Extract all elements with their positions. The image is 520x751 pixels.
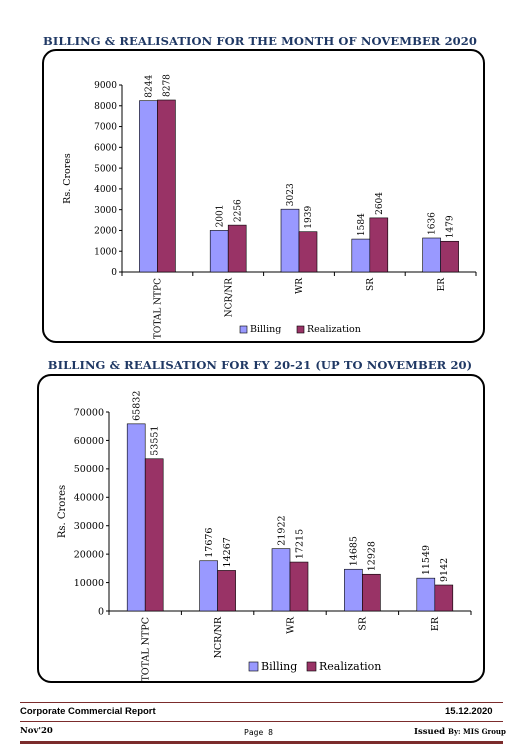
data-label: 2001: [215, 205, 225, 228]
bar-realization: [157, 99, 176, 273]
footer-rule-top: [20, 702, 503, 703]
y-tick-label: 1000: [94, 247, 117, 257]
data-label: 53551: [150, 426, 161, 456]
legend-swatch-realization: [296, 325, 305, 334]
data-label: 9142: [439, 558, 450, 582]
x-category-label: WR: [285, 616, 296, 634]
y-tick-label: 0: [111, 268, 117, 278]
data-label: 1584: [357, 213, 367, 236]
bar-billing: [139, 100, 158, 273]
data-label: 2604: [375, 192, 385, 215]
bar-realization: [362, 573, 381, 612]
data-label: 17215: [294, 529, 305, 559]
x-category-label: TOTAL NTPC: [141, 617, 152, 681]
y-tick-label: 50000: [74, 464, 104, 475]
y-tick-label: 0: [98, 606, 104, 617]
bar-billing: [280, 208, 300, 273]
data-label: 1636: [428, 212, 438, 235]
footer-issued-label: Issued: [414, 727, 446, 737]
bar-billing: [351, 238, 371, 273]
chart1-frame: Rs. Crores 0 1000 2000 3000 4000 5000 6000 7000 8…: [42, 49, 485, 343]
bar-billing: [416, 577, 436, 612]
bar-realization: [289, 561, 309, 612]
x-category-label: SR: [358, 616, 369, 631]
y-tick-label: 60000: [74, 436, 104, 447]
data-label: 14267: [222, 537, 233, 567]
y-tick-label: 30000: [74, 521, 104, 532]
data-label: 17676: [204, 528, 215, 558]
data-label: 12928: [367, 541, 378, 571]
legend-label-billing: Billing: [250, 324, 281, 335]
bar-realization: [434, 584, 454, 612]
legend-label-realization: Realization: [319, 660, 381, 673]
bar-realization: [227, 224, 247, 273]
footer-date: 15.12.2020: [445, 706, 493, 717]
bar-billing: [199, 560, 218, 612]
x-category-label: ER: [437, 278, 447, 292]
data-label: 14685: [349, 536, 360, 566]
chart2-svg: Rs. Crores 0 10000 20000 30000 40000 50000 6000…: [57, 391, 472, 681]
legend-label-realization: Realization: [307, 324, 361, 335]
data-label: 2256: [233, 199, 243, 222]
bar-realization: [298, 231, 318, 273]
bar-realization: [144, 458, 164, 612]
x-category-label: NCR/NR: [224, 278, 234, 317]
x-category-label: NCR/NR: [213, 616, 224, 658]
data-label: 21922: [276, 515, 287, 545]
footer-rule-middle: [20, 721, 503, 722]
bar-billing: [422, 237, 441, 273]
footer-rule-bottom: [20, 741, 503, 744]
y-tick-label: 9000: [94, 81, 117, 91]
y-tick-label: 40000: [74, 493, 104, 504]
y-axis-label: Rs. Crores: [57, 485, 68, 538]
y-tick-label: 7000: [94, 123, 117, 133]
x-category-label: SR: [366, 278, 376, 291]
y-tick-label: 10000: [74, 578, 104, 589]
bar-billing: [126, 423, 146, 612]
legend-swatch-billing: [239, 325, 248, 334]
data-label: 8278: [163, 74, 173, 97]
footer-issued-by: By: MIS Group: [448, 727, 506, 736]
data-label: 1939: [304, 206, 314, 229]
footer-month: Nov'20: [20, 726, 53, 736]
y-tick-label: 3000: [94, 206, 117, 216]
chart1-svg: Rs. Crores 0 1000 2000 3000 4000 5000 6000 7000 8…: [62, 74, 477, 339]
footer-report-name: Corporate Commercial Report: [20, 706, 156, 717]
legend-swatch-billing: [248, 661, 259, 672]
bar-realization: [217, 570, 236, 612]
chart1-title: BILLING & REALISATION FOR THE MONTH OF N…: [43, 34, 477, 48]
bar-realization: [369, 217, 389, 273]
bar-realization: [440, 240, 459, 273]
bar-billing: [271, 548, 291, 612]
x-category-label: ER: [430, 616, 441, 631]
footer-issued: Issued By: MIS Group: [414, 727, 506, 737]
y-tick-label: 70000: [74, 407, 104, 418]
chart2-frame: Rs. Crores 0 10000 20000 30000 40000 50000 6000…: [37, 374, 485, 683]
data-label: 8244: [145, 75, 155, 98]
data-label: 11549: [421, 545, 432, 575]
bar-billing: [344, 568, 363, 612]
x-category-label: TOTAL NTPC: [154, 278, 164, 339]
y-axis-label: Rs. Crores: [62, 153, 73, 204]
y-tick-label: 5000: [94, 164, 117, 174]
chart2-title: BILLING & REALISATION FOR FY 20-21 (UP T…: [47, 358, 473, 372]
y-tick-label: 6000: [94, 143, 117, 153]
legend-label-billing: Billing: [261, 660, 297, 673]
data-label: 1479: [446, 215, 456, 238]
data-label: 65832: [132, 391, 143, 421]
legend-swatch-realization: [306, 661, 317, 672]
y-tick-label: 2000: [94, 227, 117, 237]
bar-billing: [209, 230, 229, 273]
y-tick-label: 20000: [74, 549, 104, 560]
data-label: 3023: [286, 183, 296, 206]
y-tick-label: 8000: [94, 102, 117, 112]
footer-page-number: Page 8: [244, 728, 273, 737]
x-category-label: WR: [295, 278, 305, 294]
y-tick-label: 4000: [94, 185, 117, 195]
